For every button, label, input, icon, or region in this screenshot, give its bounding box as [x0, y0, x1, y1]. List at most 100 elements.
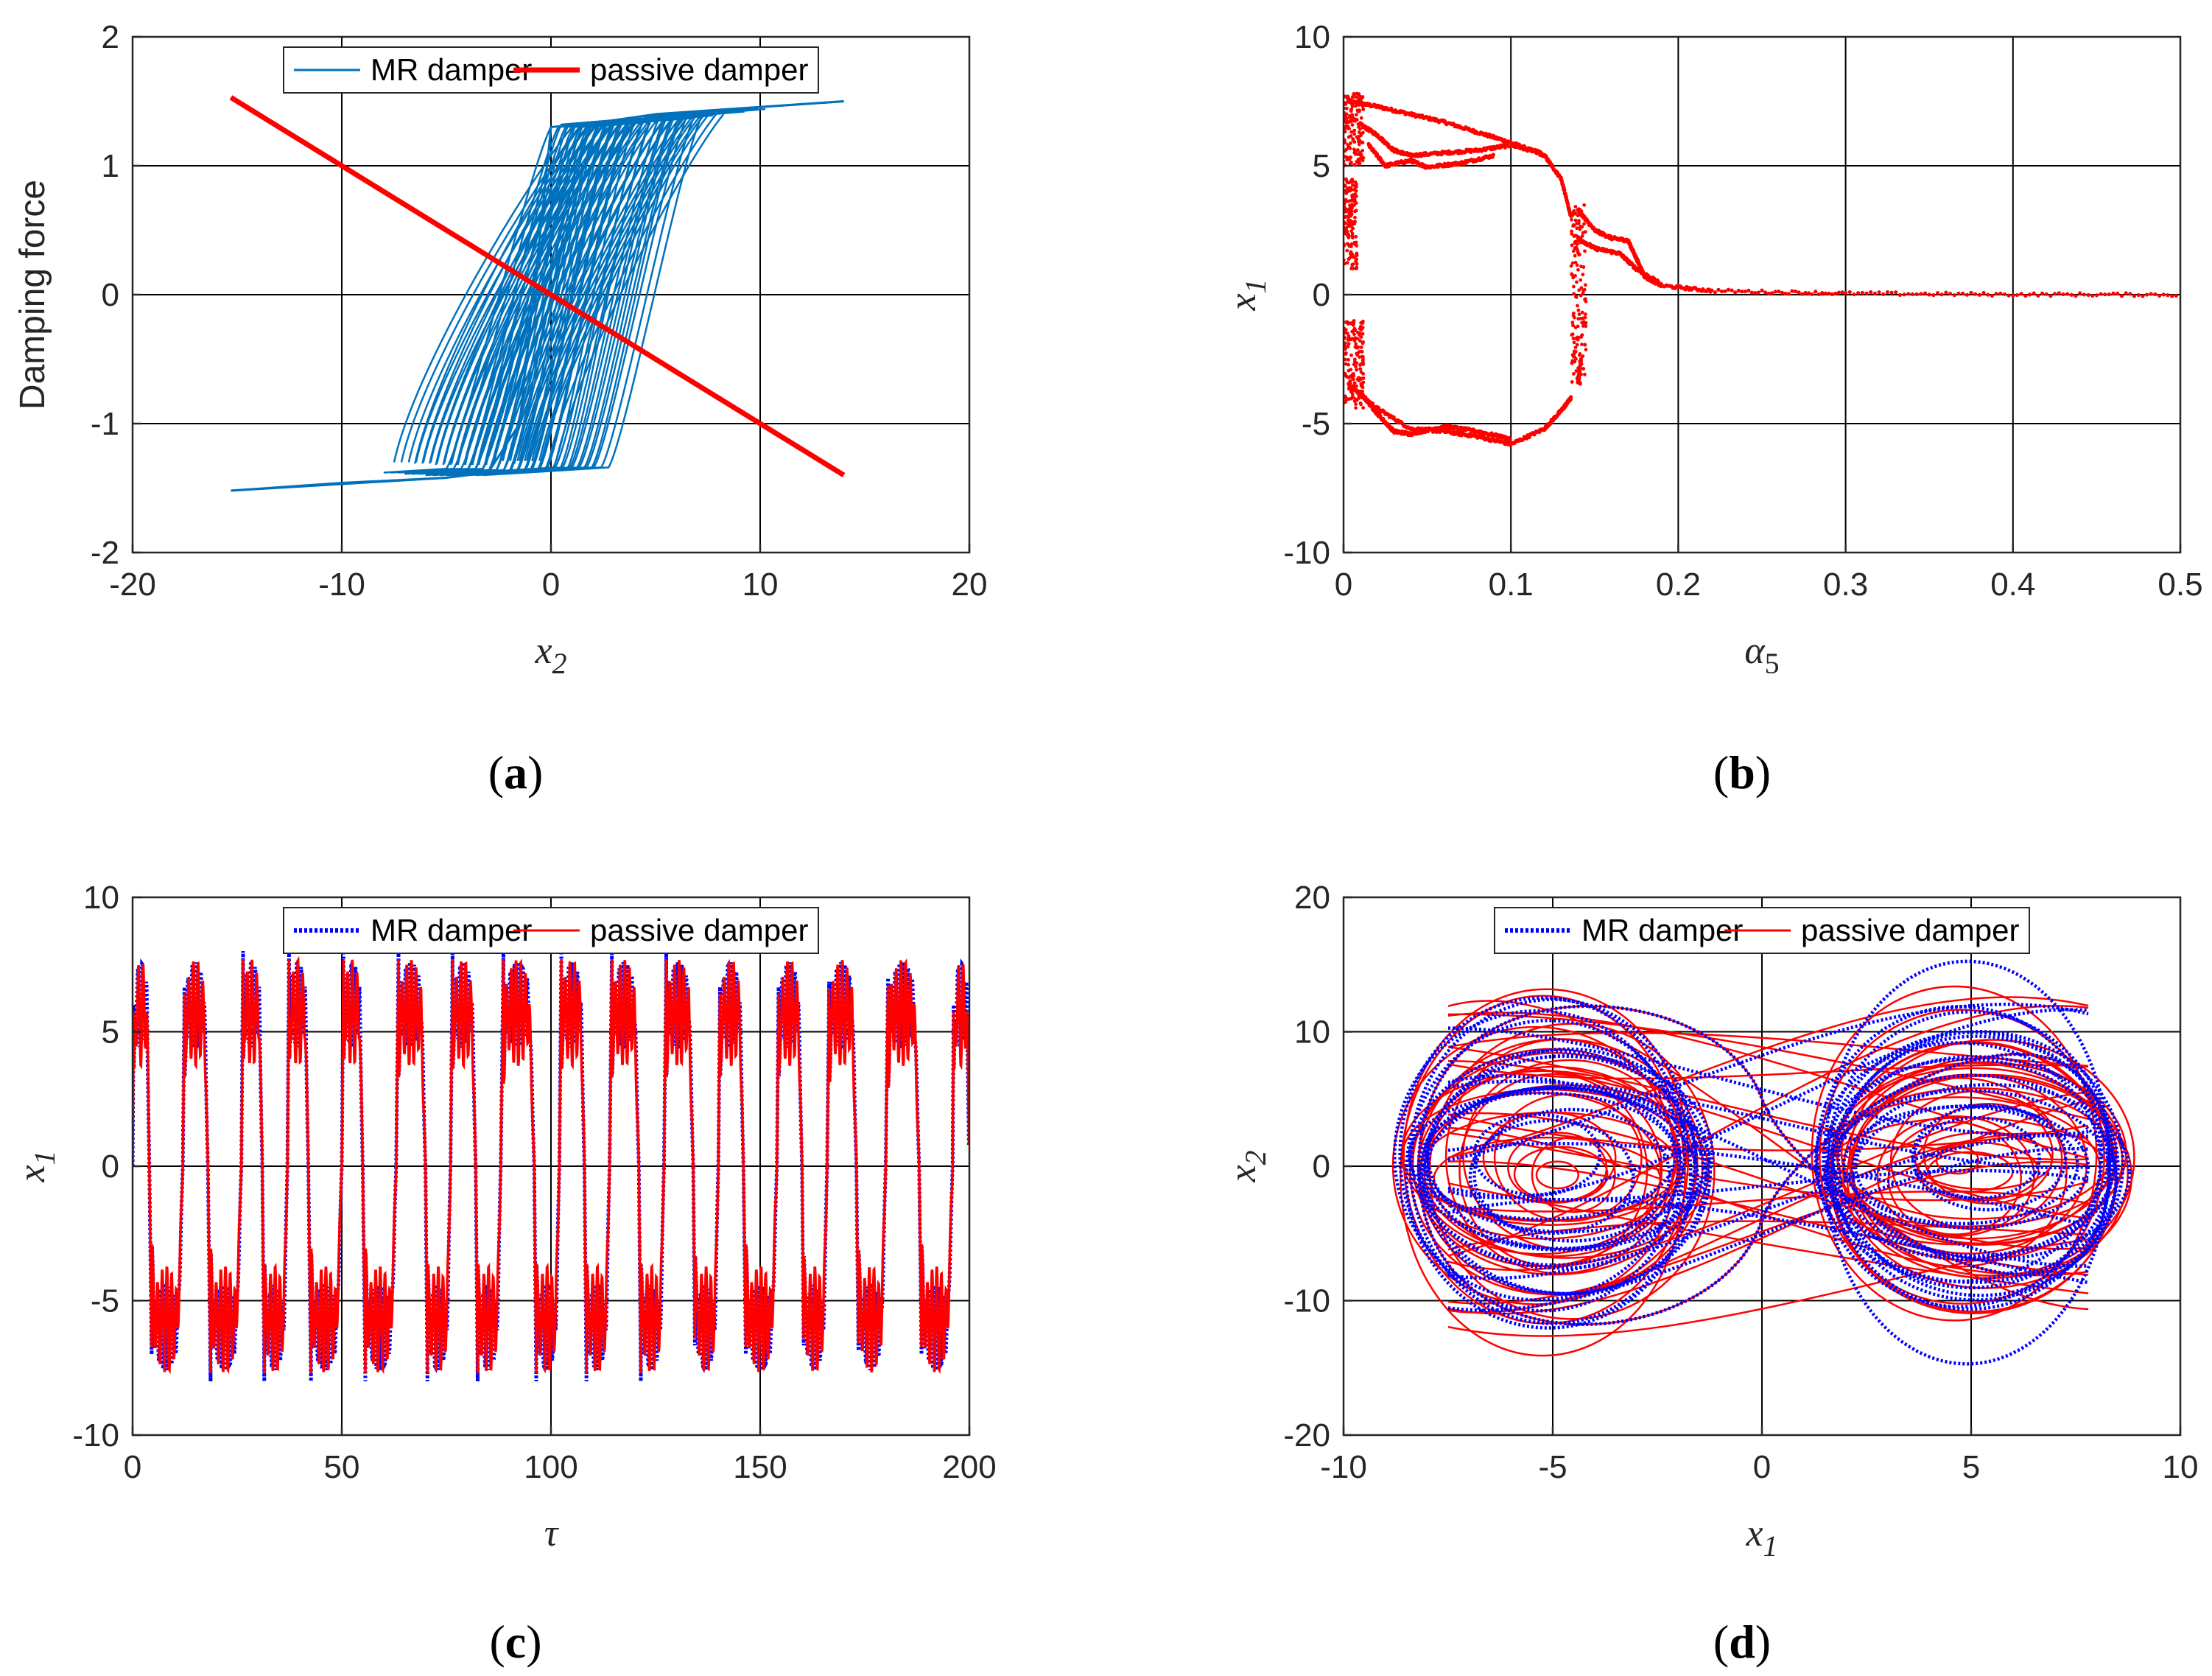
second-band-point — [1797, 290, 1801, 295]
x-tick-label: 0 — [1753, 1449, 1771, 1485]
y-tick-label: 0 — [1313, 1149, 1330, 1185]
second-band-point — [2082, 292, 2086, 297]
crossing-trajectory — [1447, 1191, 2089, 1213]
y-tick-label: 5 — [1313, 148, 1330, 184]
second-band-point — [1869, 290, 1873, 295]
cluster-point — [1353, 397, 1358, 402]
orbit-loop — [1393, 1009, 1681, 1302]
cluster-point — [1572, 354, 1576, 358]
mr-branch-back-2-5 — [471, 124, 635, 466]
cluster-point — [1570, 320, 1575, 325]
mr-branch-back-3-4 — [485, 122, 644, 466]
cluster-point — [1351, 377, 1355, 382]
second-band-point — [2099, 292, 2103, 296]
cluster-point — [1582, 222, 1586, 226]
cluster-point — [1354, 234, 1358, 239]
cluster-point — [1354, 113, 1358, 117]
cluster-point — [1576, 304, 1579, 308]
y-tick-label: 10 — [83, 880, 119, 916]
cluster-point — [1355, 251, 1359, 256]
second-band-point — [1994, 292, 1998, 296]
cluster-point — [1350, 221, 1355, 225]
crossing-trajectory — [1447, 1063, 2089, 1080]
cluster-point — [1576, 366, 1580, 371]
cluster-point — [1353, 104, 1358, 108]
mr-branch-back-6-5 — [555, 113, 725, 462]
second-band-point — [1977, 292, 1981, 297]
second-band-point — [1969, 290, 1973, 295]
cluster-point — [1346, 338, 1350, 343]
second-band-point — [2153, 292, 2157, 297]
second-band-point — [1723, 289, 1727, 293]
mr-branch-back-5-4 — [531, 116, 696, 462]
cluster-point — [1355, 118, 1359, 122]
cluster-point — [1348, 374, 1352, 379]
mr-branch-back-5-3 — [524, 116, 689, 462]
cluster-point — [1349, 109, 1353, 113]
cluster-point — [1576, 214, 1580, 217]
cluster-point — [1350, 123, 1355, 127]
second-band-point — [1777, 289, 1781, 294]
y-tick-label: 10 — [1294, 19, 1330, 55]
cluster-point — [1354, 402, 1358, 407]
second-band-point — [1856, 291, 1861, 295]
second-band-point — [1756, 290, 1761, 295]
second-band-point — [1710, 288, 1714, 292]
cluster-point — [1582, 241, 1586, 245]
data-layer — [133, 950, 969, 1382]
second-band-point — [1998, 291, 2003, 295]
cluster-point — [1578, 369, 1582, 374]
cluster-point — [1349, 337, 1354, 341]
cluster-point — [1347, 127, 1352, 130]
cluster-point — [1345, 242, 1349, 246]
cluster-point — [1358, 349, 1362, 354]
cluster-point — [1359, 382, 1363, 386]
cluster-point — [1574, 295, 1579, 299]
second-band-point — [2157, 293, 2162, 298]
cluster-point — [1570, 217, 1573, 222]
orbit-loop — [1815, 1005, 2104, 1308]
cluster-point — [1357, 125, 1360, 129]
second-band-point — [1823, 291, 1827, 295]
cluster-point — [1579, 286, 1584, 290]
cluster-point — [1344, 341, 1347, 346]
mr-branch-back-5-5 — [538, 116, 703, 462]
cluster-point — [1351, 95, 1355, 99]
cluster-point — [1353, 336, 1358, 340]
cluster-point — [1352, 132, 1357, 136]
legend-label: passive damper — [590, 913, 808, 947]
second-band-point — [1820, 291, 1825, 295]
cluster-point — [1348, 147, 1352, 150]
second-band-point — [2149, 292, 2153, 296]
outer-envelope — [1416, 1004, 2111, 1326]
cluster-point — [1351, 320, 1355, 325]
second-band-point — [2032, 291, 2036, 295]
cluster-point — [1349, 205, 1352, 209]
cluster-point — [1579, 293, 1583, 298]
cluster-point — [1575, 226, 1579, 231]
cluster-point — [1349, 130, 1354, 134]
cluster-point — [1347, 211, 1352, 215]
mr-damper-series — [1393, 959, 2132, 1366]
mr-branch-5-2 — [507, 111, 723, 472]
orbit-loop — [1911, 1115, 2041, 1200]
cluster-point — [1349, 390, 1353, 394]
cluster-point — [1576, 267, 1580, 272]
cluster-point — [1346, 186, 1351, 190]
crossing-trajectory — [1447, 1074, 2089, 1268]
second-band-point — [1881, 292, 1886, 297]
cluster-point — [1354, 240, 1358, 245]
second-band-point — [1894, 290, 1898, 295]
cluster-point — [1579, 264, 1583, 269]
y-tick-label: -5 — [91, 1283, 119, 1319]
cluster-point — [1357, 142, 1361, 147]
x-tick-label: 10 — [742, 567, 779, 603]
cluster-point — [1357, 161, 1361, 165]
cluster-point — [1352, 339, 1357, 343]
cluster-point — [1581, 367, 1586, 371]
cluster-point — [1345, 248, 1349, 253]
cluster-point — [1581, 322, 1586, 326]
passive-damper-series — [133, 956, 969, 1375]
second-band-point — [1659, 282, 1663, 287]
y-tick-label: 2 — [102, 19, 119, 55]
